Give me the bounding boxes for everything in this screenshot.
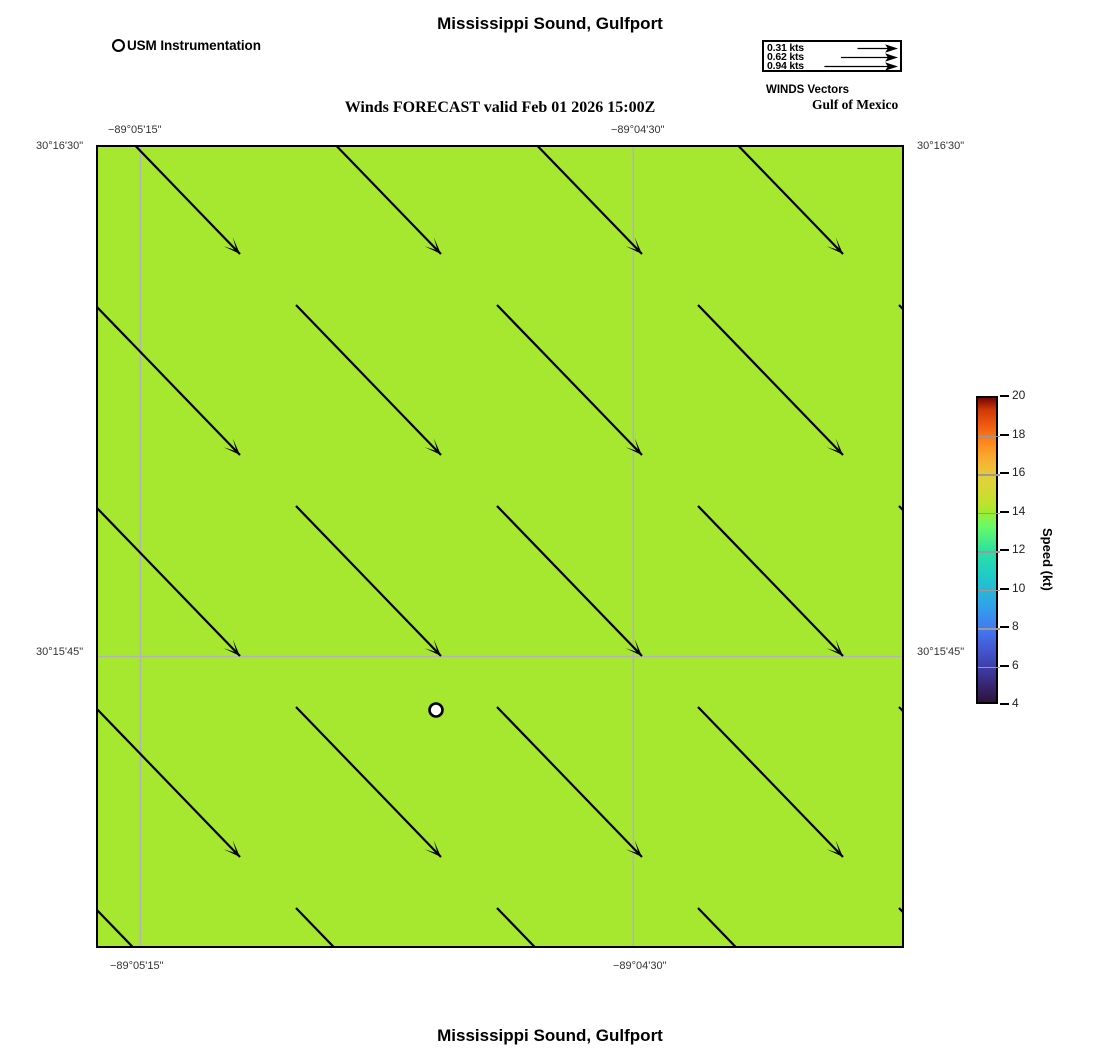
wind-vector-arrow	[697, 505, 844, 657]
map-canvas[interactable]	[96, 145, 904, 948]
colorbar-tick	[1000, 510, 1009, 513]
wind-vector-field	[96, 145, 904, 948]
y-axis-left-label-2: 30°15'45"	[36, 646, 84, 658]
region-label: Gulf of Mexico	[812, 97, 899, 112]
wind-vector-arrow	[96, 907, 136, 948]
wind-vector-arrow	[295, 304, 442, 456]
wind-vector-arrow	[496, 706, 643, 858]
page-title: Mississippi Sound, Gulfport	[437, 14, 663, 33]
colorbar-tick-label: 10	[1012, 580, 1026, 595]
wind-vector-arrow	[496, 907, 538, 948]
colorbar-tick-label: 14	[1012, 503, 1026, 518]
y-axis-right-label-1: 30°16'30"	[917, 140, 965, 152]
colorbar-tick-label: 4	[1012, 696, 1019, 710]
colorbar-segment-divider	[978, 589, 1000, 592]
wind-field-map[interactable]	[96, 145, 904, 948]
colorbar-tick	[1000, 664, 1009, 667]
vector-scale-row: 0.94 kts	[767, 61, 898, 71]
y-axis-left-label-1: 30°16'30"	[36, 140, 84, 152]
usm-instrumentation-legend: USM Instrumentation	[112, 38, 261, 53]
colorbar-tick	[1000, 549, 1009, 551]
x-axis-top-label-1: −89°05'15"	[108, 124, 162, 136]
wind-vector-arrow	[736, 145, 844, 255]
wind-vector-arrow	[496, 304, 643, 456]
colorbar-tick	[1000, 395, 1009, 397]
wind-vector-arrow	[96, 304, 241, 456]
map-background	[96, 145, 904, 948]
colorbar-segment-divider	[978, 628, 1000, 630]
y-axis-right-label-2: 30°15'45"	[917, 646, 965, 658]
colorbar-segment-divider	[978, 435, 1000, 438]
colorbar-segment-divider	[978, 474, 1000, 476]
colorbar-segment-divider	[978, 512, 1000, 515]
wind-vector-arrow	[697, 706, 844, 858]
vector-scale-row: 0.31 kts	[767, 43, 898, 53]
usm-station-marker[interactable]	[428, 702, 444, 718]
colorbar-tick	[1000, 626, 1009, 628]
wind-vector-arrow	[295, 706, 442, 858]
wind-vector-arrow	[133, 145, 241, 255]
x-axis-bottom-label-2: −89°04'30"	[613, 960, 667, 972]
wind-vector-arrow	[535, 145, 643, 255]
colorbar-tick-label: 20	[1012, 388, 1026, 402]
page-footer-title: Mississippi Sound, Gulfport	[437, 1026, 663, 1045]
vector-scale-label: 0.94 kts	[767, 60, 804, 72]
colorbar-tick	[1000, 433, 1009, 436]
colorbar-tick-label: 18	[1012, 426, 1026, 441]
x-axis-bottom-label-1: −89°05'15"	[110, 960, 164, 972]
vector-scale-row: 0.62 kts	[767, 52, 898, 62]
wind-vector-arrow	[697, 907, 739, 948]
colorbar-tick	[1000, 587, 1009, 590]
colorbar-tick-label: 16	[1012, 465, 1026, 479]
colorbar-tick-label: 12	[1012, 542, 1026, 556]
vector-scale-label: 0.31 kts	[767, 42, 804, 54]
map-gridlines	[96, 145, 904, 948]
colorbar-segment-divider	[978, 666, 1000, 669]
wind-vector-scale-legend: 0.31 kts 0.62 kts 0.94 kts	[762, 40, 902, 72]
colorbar-tick-label: 8	[1012, 619, 1019, 633]
wind-vector-arrow	[334, 145, 442, 255]
wind-vector-arrow	[697, 304, 844, 456]
colorbar-segment-divider	[978, 551, 1000, 553]
colorbar-tick-label: 6	[1012, 657, 1019, 672]
wind-vector-arrow	[96, 706, 241, 858]
wind-vector-arrow	[295, 907, 337, 948]
colorbar-tick	[1000, 703, 1009, 705]
colorbar-axis-title: Speed (kt)	[1040, 528, 1055, 591]
vector-arrow-icon	[840, 52, 898, 62]
wind-vector-arrow	[496, 505, 643, 657]
forecast-subtitle: Winds FORECAST valid Feb 01 2026 15:00Z	[344, 99, 656, 116]
usm-instrumentation-label: USM Instrumentation	[127, 38, 261, 53]
winds-vectors-caption: WINDS Vectors	[766, 84, 850, 96]
vector-scale-box: 0.31 kts 0.62 kts 0.94 kts	[762, 40, 902, 72]
x-axis-top-label-2: −89°04'30"	[611, 124, 665, 136]
open-circle-icon	[112, 39, 125, 52]
vector-arrow-icon	[857, 43, 898, 53]
vector-scale-label: 0.62 kts	[767, 51, 804, 63]
speed-colorbar[interactable]: 4 6 8 10 12 14 16 18 20 Speed (kt)	[976, 388, 1055, 710]
wind-vector-arrow	[295, 505, 442, 657]
colorbar-gradient[interactable]	[976, 396, 1000, 704]
wind-vector-arrow	[96, 505, 241, 657]
vector-arrow-icon	[824, 61, 898, 71]
colorbar-tick	[1000, 472, 1009, 474]
